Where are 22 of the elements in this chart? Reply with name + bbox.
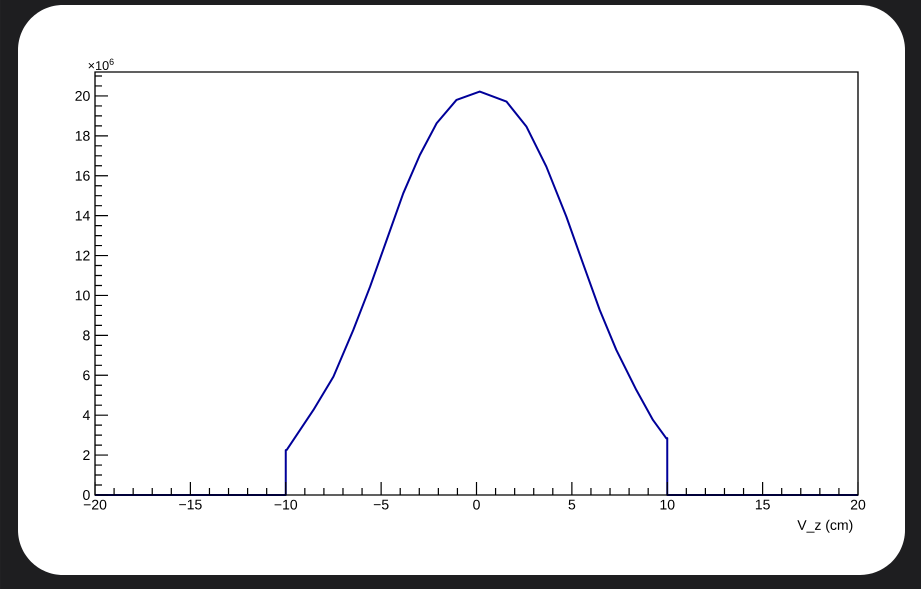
x-tick-label: 20 — [850, 500, 866, 510]
text: ×10$^{6}$ — [88, 58, 114, 70]
x-tick-label: 15 — [756, 500, 770, 510]
x-tick-label: −15 — [179, 500, 202, 510]
x-tick-label: 0 — [473, 500, 480, 510]
y-tick-label: 6 — [83, 370, 90, 380]
x-tick-label: 10 — [660, 500, 674, 510]
y-tick-label: 14 — [76, 210, 90, 220]
y-tick-label: 10 — [76, 290, 90, 300]
x-tick-label: −10 — [274, 500, 298, 510]
y-tick-label: 20 — [75, 90, 90, 101]
x-tick-label: 5 — [568, 500, 576, 510]
x-tick-label: −5 — [374, 500, 389, 510]
y-tick-label: 8 — [83, 330, 90, 340]
x-tick-label: −20 — [84, 500, 106, 510]
x-axis-title: V_z (cm) — [797, 520, 852, 533]
y-tick-label: 2 — [83, 450, 90, 460]
y-tick-label: 16 — [76, 170, 90, 181]
y-tick-label: 18 — [76, 130, 90, 141]
y-tick-label: 4 — [82, 410, 90, 420]
y-tick-label: 0 — [83, 490, 90, 500]
y-tick-label: 12 — [76, 250, 90, 260]
